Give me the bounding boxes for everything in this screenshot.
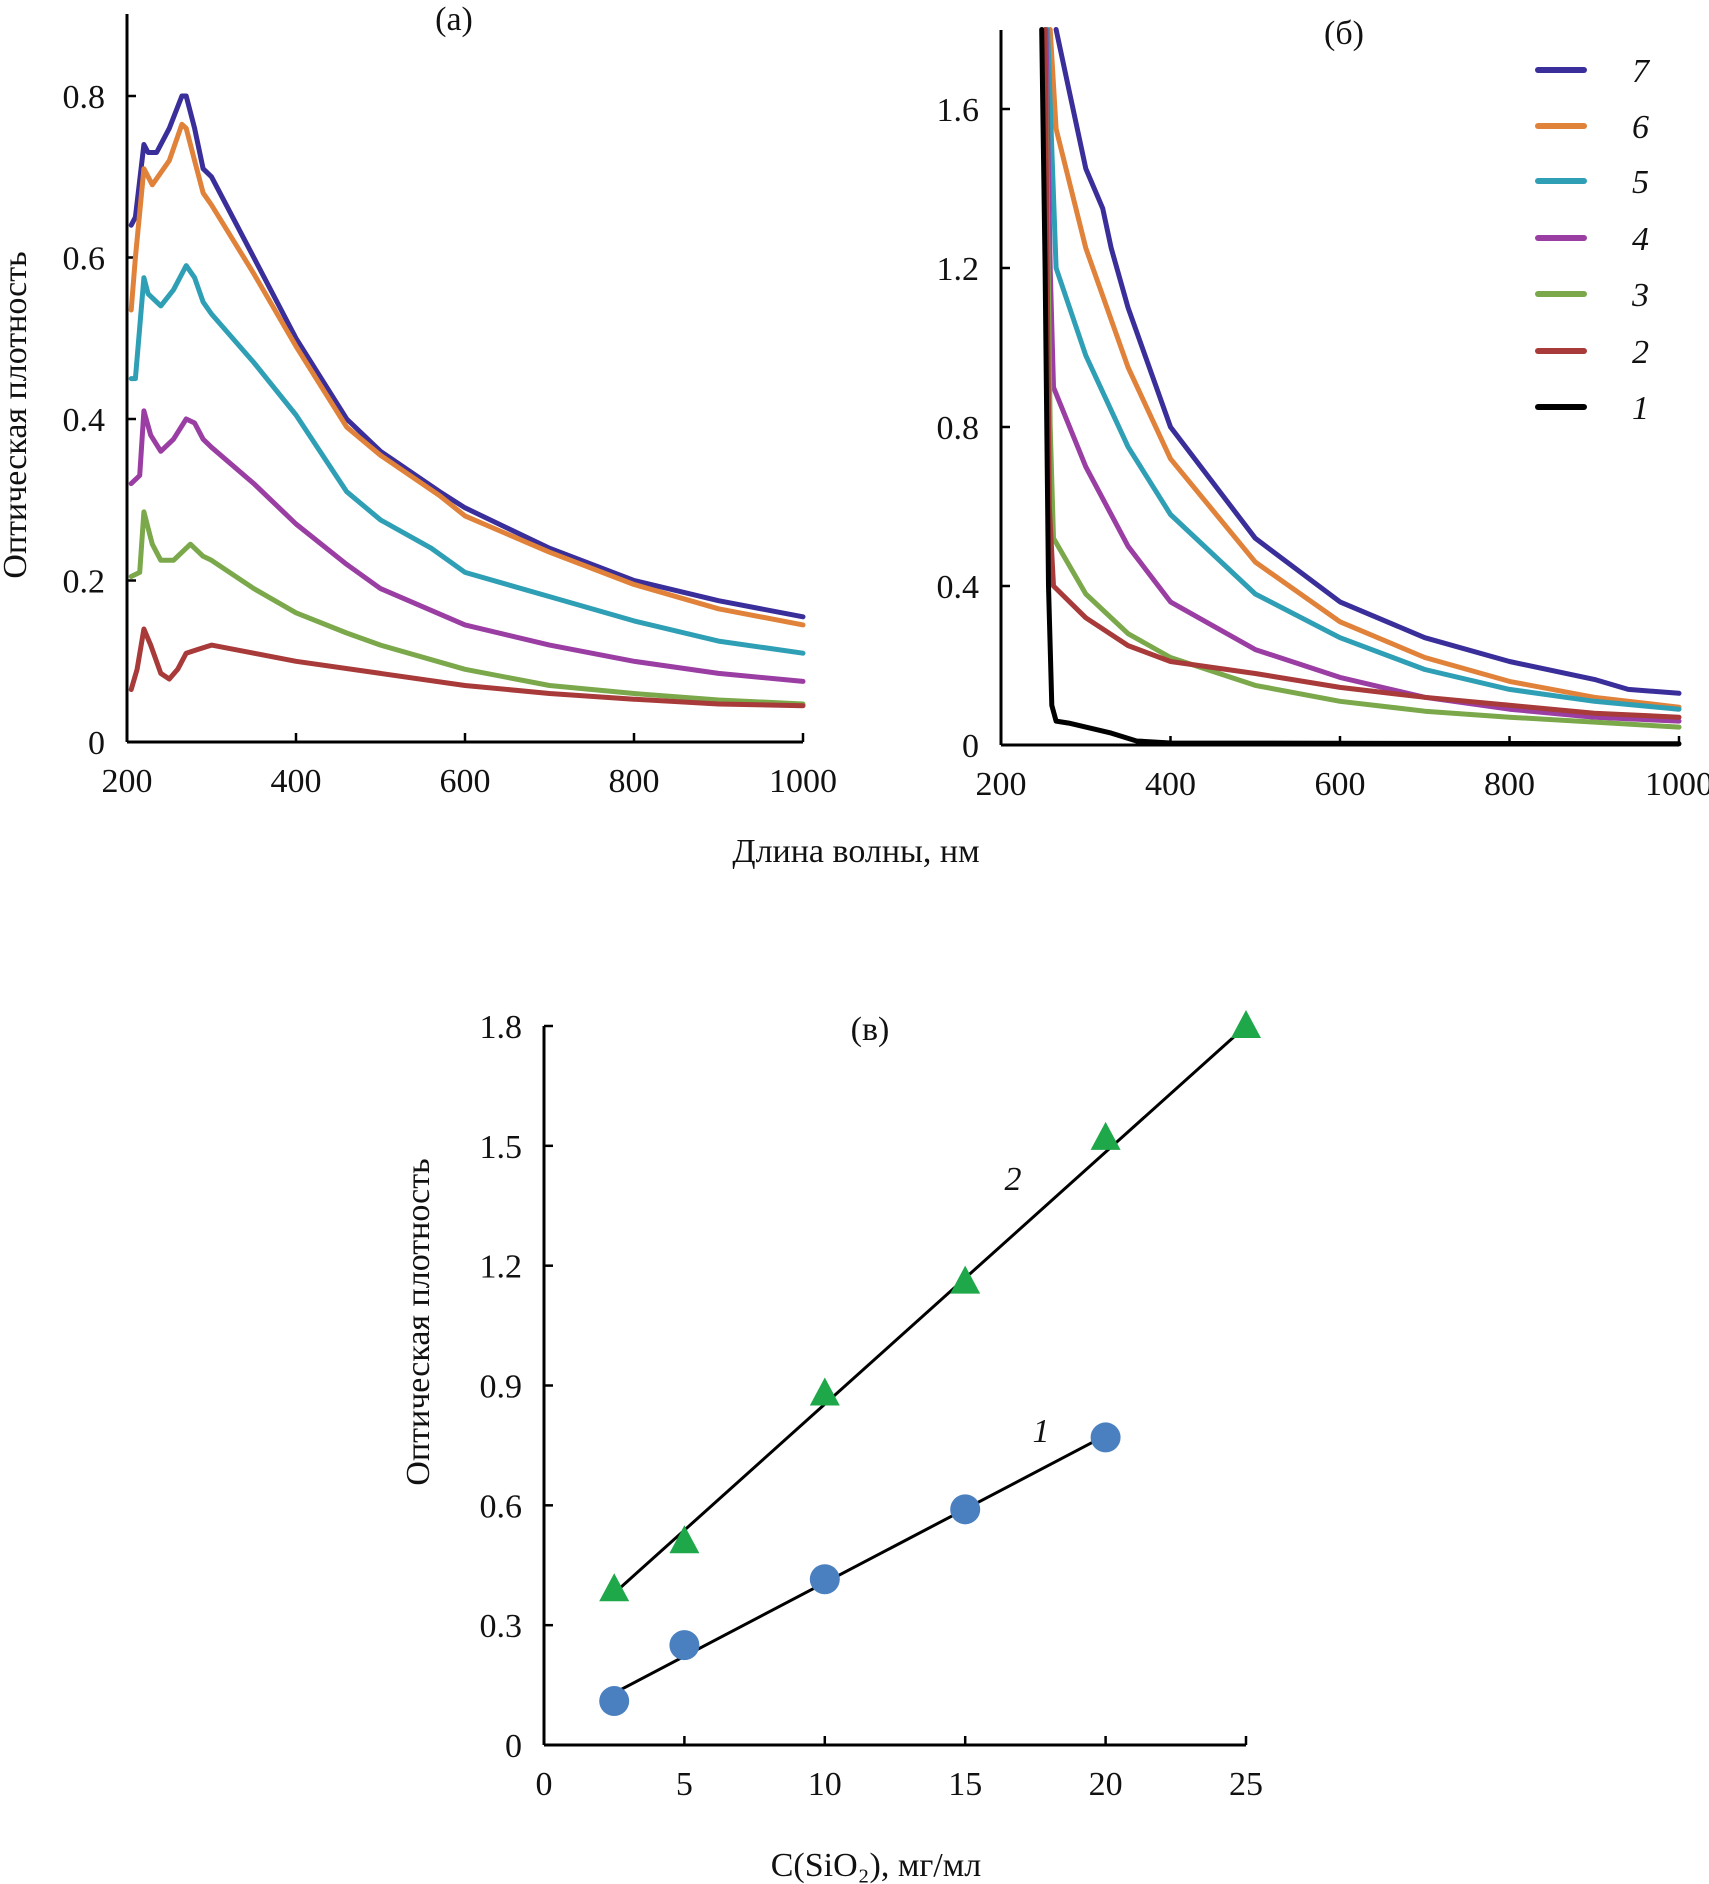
y-axis-title-a: Оптическая плотность [0, 251, 34, 578]
series-line-5 [1045, 27, 1682, 712]
x-tick-label: 20 [1089, 1766, 1123, 1803]
y-tick-label: 0.6 [480, 1488, 523, 1525]
y-tick-label: 0.6 [63, 241, 106, 278]
y-tick-label: 0.4 [63, 402, 106, 439]
legend-label-4: 4 [1632, 221, 1649, 258]
x-tick-label: 15 [948, 1766, 982, 1803]
y-tick-label: 0 [505, 1728, 522, 1765]
y-tick-label: 0.8 [937, 410, 980, 447]
x-tick-label: 1000 [1645, 766, 1709, 803]
data-point-1 [599, 1686, 630, 1717]
y-axis-title-c: Оптическая плотность [400, 1158, 437, 1485]
series-line-2 [1042, 27, 1682, 720]
legend-label-7: 7 [1632, 53, 1651, 90]
y-tick-label: 0.4 [937, 569, 980, 606]
panel-c: 0 5 10 15 20 25 0 0.3 0.6 0.9 1.2 1.5 1.8 [480, 1009, 1264, 1803]
series-line-7 [128, 93, 806, 620]
legend-label-2: 2 [1632, 334, 1649, 371]
x-tick-label: 10 [808, 1766, 842, 1803]
series-line-6 [128, 121, 806, 628]
legend-label-3: 3 [1631, 277, 1649, 314]
x-tick-label: 400 [1145, 766, 1196, 803]
y-tick-label: 1.2 [480, 1249, 523, 1286]
y-tick-label: 1.8 [480, 1009, 523, 1046]
panel-a: 200 400 600 800 1000 0 0.2 0.4 0.6 0.8 [63, 14, 837, 800]
fit-line-2 [613, 1024, 1248, 1595]
data-point-2 [599, 1573, 630, 1602]
series-line-6 [1047, 27, 1682, 710]
series-line-5 [128, 263, 806, 656]
data-point-1 [669, 1630, 700, 1661]
y-tick-label: 1.2 [937, 251, 980, 288]
series-line-7 [1053, 27, 1682, 696]
series-annotation-2: 2 [1005, 1161, 1022, 1198]
x-axis-title-shared: Длина волны, нм [732, 833, 979, 870]
series-line-3 [1042, 27, 1682, 730]
legend-label-1: 1 [1632, 390, 1649, 427]
panel-c-label: (в) [851, 1011, 890, 1048]
panel-b: 200 400 600 800 1000 0 0.4 0.8 1.2 1.6 [937, 27, 1709, 803]
series-line-4 [1043, 27, 1682, 724]
x-tick-label: 600 [440, 763, 491, 800]
panel-b-label: (б) [1324, 15, 1364, 52]
x-tick-label: 600 [1315, 766, 1366, 803]
data-point-2 [1231, 1010, 1261, 1038]
x-tick-label: 5 [676, 1766, 693, 1803]
data-point-1 [1090, 1422, 1121, 1453]
data-point-2 [669, 1525, 700, 1554]
legend-label-6: 6 [1632, 109, 1649, 146]
y-tick-label: 0 [962, 728, 979, 765]
x-tick-label: 200 [976, 766, 1027, 803]
y-tick-label: 0.9 [480, 1369, 523, 1406]
y-tick-label: 0.8 [63, 79, 106, 116]
x-tick-label: 1000 [769, 763, 837, 800]
y-tick-label: 0.3 [480, 1608, 523, 1645]
series-line-2 [128, 626, 806, 709]
x-tick-label: 200 [102, 763, 153, 800]
x-axis-title-c: C(SiO₂), мг/мл [771, 1847, 982, 1884]
legend-label-5: 5 [1632, 164, 1649, 201]
y-tick-label: 1.6 [937, 92, 980, 129]
x-tick-label: 800 [1484, 766, 1535, 803]
series-line-1 [1039, 27, 1682, 747]
data-point-1 [950, 1494, 981, 1525]
y-tick-label: 0 [88, 725, 105, 762]
panel-a-label: (a) [435, 1, 473, 38]
x-tick-label: 0 [536, 1766, 553, 1803]
y-tick-label: 1.5 [480, 1129, 523, 1166]
series-line-4 [128, 408, 806, 684]
data-point-2 [950, 1265, 981, 1294]
x-tick-label: 400 [271, 763, 322, 800]
data-point-2 [809, 1377, 840, 1406]
y-tick-label: 0.2 [63, 564, 106, 601]
data-point-1 [809, 1564, 840, 1595]
x-tick-label: 800 [609, 763, 660, 800]
data-point-2 [1090, 1121, 1121, 1150]
series-annotation-1: 1 [1033, 1413, 1050, 1450]
series-line-3 [128, 509, 806, 707]
x-tick-label: 25 [1229, 1766, 1263, 1803]
legend: 7 6 5 4 3 2 1 [1535, 53, 1651, 427]
